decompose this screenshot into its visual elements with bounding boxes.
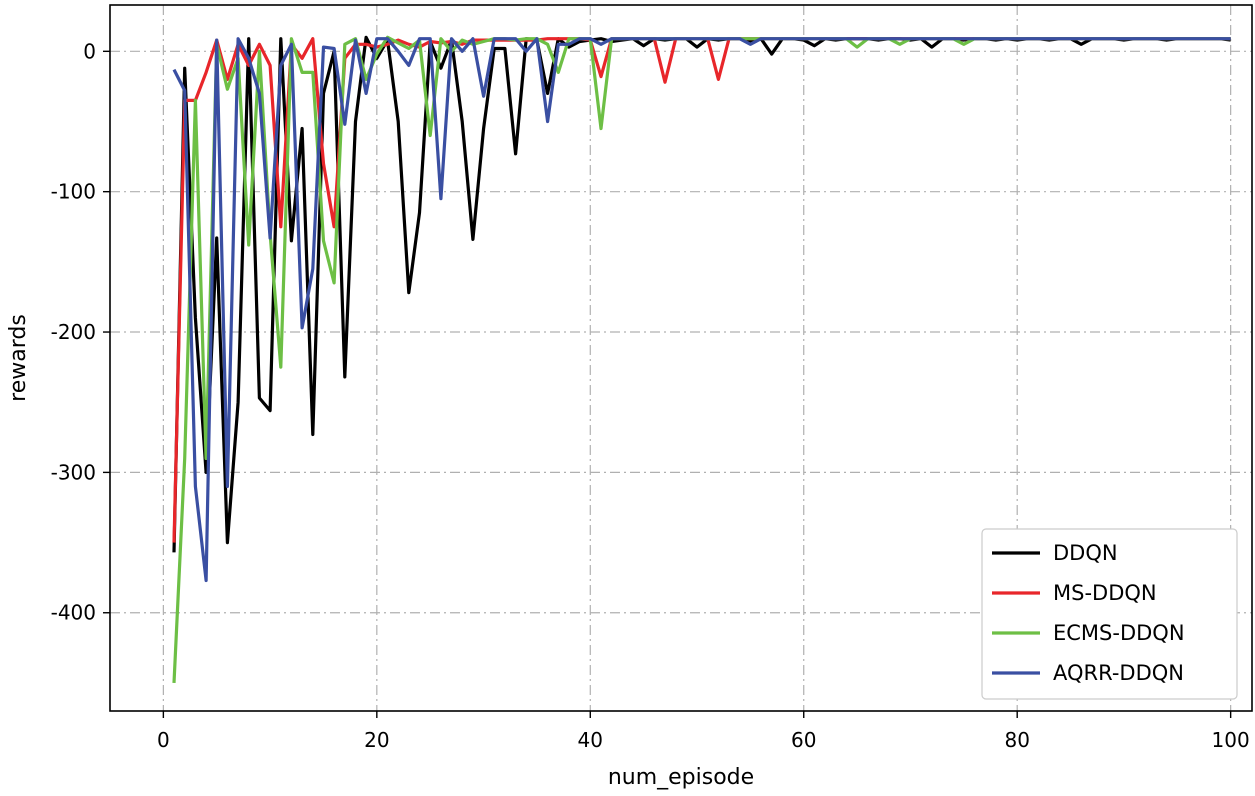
legend-label: DDQN <box>1053 541 1118 565</box>
y-tick-label: -300 <box>51 460 96 484</box>
x-tick-label: 60 <box>791 728 816 752</box>
legend-label: AQRR-DDQN <box>1053 661 1184 685</box>
y-axis-label: rewards <box>6 314 31 402</box>
series-line-aqrr-ddqn <box>172 37 1231 583</box>
y-tick-label: -400 <box>51 601 96 625</box>
legend: DDQN MS-DDQN ECMS-DDQN AQRR-DDQN <box>981 528 1238 700</box>
x-axis-label: num_episode <box>608 765 754 790</box>
y-axis-ticks: 0 -100 -200 -300 -400 <box>51 39 110 625</box>
plot-area-frame <box>109 4 1253 712</box>
x-axis-ticks: 0 20 40 60 80 100 <box>157 711 1250 752</box>
x-tick-label: 20 <box>364 728 389 752</box>
y-tick-label: -200 <box>51 320 96 344</box>
x-tick-label: 80 <box>1004 728 1029 752</box>
y-tick-label: -100 <box>51 180 96 204</box>
series-lines <box>172 35 1231 683</box>
x-tick-label: 0 <box>157 728 170 752</box>
series-line-ddqn <box>172 35 1231 553</box>
legend-box <box>981 528 1238 700</box>
x-tick-label: 40 <box>578 728 603 752</box>
legend-label: ECMS-DDQN <box>1053 621 1185 645</box>
legend-label: MS-DDQN <box>1053 581 1157 605</box>
x-tick-label: 100 <box>1212 728 1250 752</box>
y-tick-label: 0 <box>83 39 96 63</box>
series-line-ms-ddqn <box>172 37 1231 543</box>
